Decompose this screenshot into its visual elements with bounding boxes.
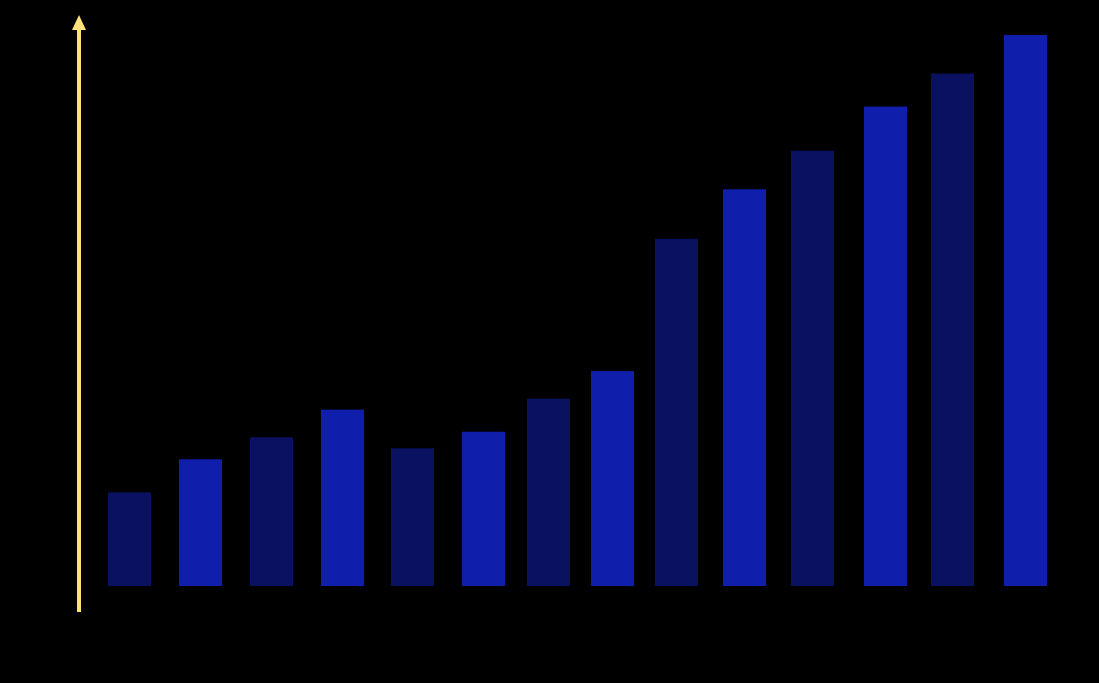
bar-11 — [791, 150, 834, 586]
y-axis-arrow-icon — [72, 15, 86, 30]
bar-9 — [655, 238, 698, 586]
bar-8 — [591, 371, 634, 586]
bar-12 — [864, 106, 907, 586]
bar-6 — [462, 431, 505, 586]
bar-13 — [931, 73, 974, 586]
bar-4 — [321, 409, 364, 586]
bar-14 — [1004, 35, 1047, 586]
bar-2 — [179, 459, 222, 586]
bar-1 — [108, 492, 151, 586]
bar-5 — [391, 448, 434, 586]
bar-10 — [723, 189, 766, 586]
bar-3 — [250, 437, 293, 586]
bar-7 — [527, 398, 570, 586]
bars — [108, 35, 1047, 586]
